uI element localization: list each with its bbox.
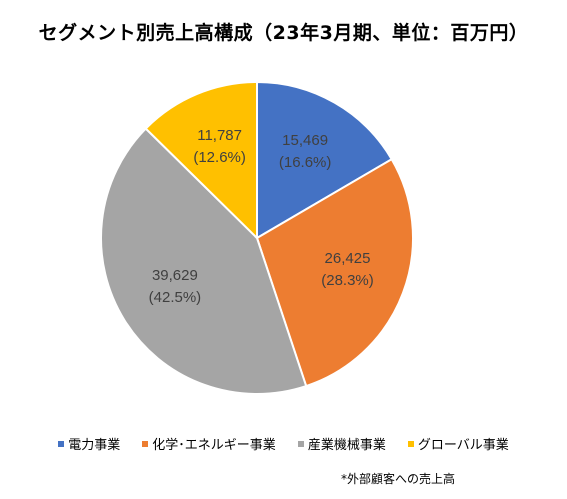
- slice-value-label: 39,629: [152, 267, 198, 284]
- pie-slice: [255, 157, 414, 388]
- pie-slice: [100, 127, 308, 395]
- chart-legend: 電力事業 化学･エネルギー事業 産業機械事業 グローバル事業: [0, 434, 567, 453]
- legend-swatch: [297, 440, 304, 447]
- pie-slice: [256, 80, 394, 240]
- slice-value-label: 11,787: [197, 127, 242, 144]
- slice-percent-label: (28.3%): [321, 272, 374, 289]
- legend-label: グローバル事業: [417, 438, 509, 453]
- legend-swatch: [142, 440, 149, 447]
- legend-item: グローバル事業: [407, 434, 509, 453]
- legend-swatch: [407, 440, 414, 447]
- slice-percent-label: (12.6%): [193, 149, 246, 166]
- legend-swatch: [58, 440, 65, 447]
- slice-value-label: 15,469: [282, 132, 328, 149]
- footnote: *外部顧客への売上高: [340, 472, 455, 486]
- legend-label: 電力事業: [68, 438, 121, 453]
- slice-percent-label: (16.6%): [279, 154, 332, 171]
- legend-item: 産業機械事業: [297, 434, 386, 453]
- pie-slice: [144, 80, 258, 241]
- slice-percent-label: (42.5%): [149, 289, 202, 306]
- slice-value-label: 26,425: [325, 250, 371, 267]
- legend-label: 産業機械事業: [307, 438, 386, 453]
- legend-item: 電力事業: [58, 434, 120, 453]
- legend-item: 化学･エネルギー事業: [142, 434, 276, 453]
- legend-label: 化学･エネルギー事業: [152, 438, 276, 453]
- pie-chart: 15,469 (16.6%) 26,425 (28.3%) 39,629 (42.5%) 1…: [100, 80, 414, 395]
- chart-title: セグメント別売上高構成（23年3月期、単位：百万円）: [38, 22, 529, 44]
